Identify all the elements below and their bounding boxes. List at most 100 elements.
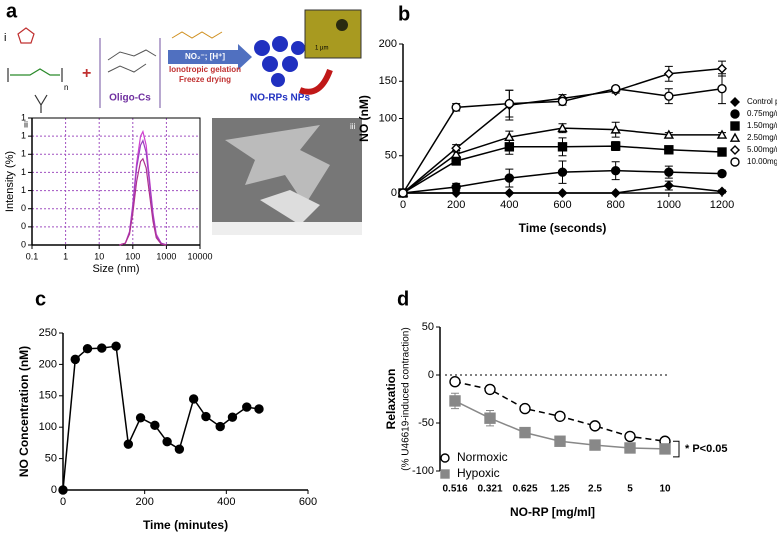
marker [610,165,621,176]
legend-marker [440,469,450,479]
x-tick-label: 10 [94,251,104,261]
x-tick-label: 1000 [657,199,681,211]
marker [398,188,408,198]
marker [610,188,621,198]
y-axis-label: NO Concentration (nM) [17,346,31,477]
marker [123,439,134,449]
marker [664,167,674,177]
panel-letter: a [6,0,18,22]
marker [717,63,727,74]
legend-marker [729,132,741,142]
sem-info-bar [212,222,362,235]
annotation: * P<0.05 [685,443,728,455]
bracket [673,440,680,458]
legend-marker [730,109,740,119]
marker [554,410,566,422]
oligo-label: Oligo-Cs [109,93,151,104]
legend-marker [440,453,450,463]
oligo-structure [99,38,161,108]
marker [504,142,515,152]
y-tick-label: 0 [21,239,26,249]
y-tick-label: 250 [39,327,57,339]
chart: b 0 50 100 150 200 0 200 400 600 800 1000 1200 Time (… [357,3,777,235]
legend-label: 10.00mg/ml [747,157,777,166]
y-tick-label: 200 [379,38,397,50]
x-tick-label: 1 [63,251,68,261]
marker [82,344,93,354]
panel-letter: d [397,288,409,310]
y-tick-label: 0 [428,369,434,381]
y-tick-label: 1 [21,112,26,122]
legend-marker [730,121,740,131]
marker [504,188,515,198]
marker [663,68,674,79]
panel-letter: ii [24,119,28,129]
marker [557,96,568,107]
x-tick-label: 10 [659,484,671,495]
y-tick-label: 100 [39,421,57,433]
legend-label: 0.75mg/ml [747,109,777,118]
x-tick-label: 600 [299,496,317,508]
x-tick-label: 1000 [156,251,176,261]
marker [519,426,531,439]
marker [449,376,461,388]
x-tick-label: 0 [400,199,406,211]
legend-label: 1.50mg/ml [747,121,777,130]
legend-marker [730,145,740,155]
y-tick-label: 50 [45,453,57,465]
x-tick-label: 0.625 [512,484,537,495]
tem-image [304,9,362,59]
chart: ii 0 0 0 1 1 1 1 1 0.1 1 10 100 1000 10000 Size (nm) Int… [4,112,213,275]
y-tick-label: 50 [385,150,397,162]
chart: d 50 0 -50 -100 0.516 0.321 0.625 1.25 2.5 5 10 NO-R… [384,288,727,519]
y-tick-label: 1 [21,185,26,195]
marker [111,341,121,351]
legend-marker [730,97,740,107]
marker [451,143,462,154]
nanoparticles [254,36,305,87]
legend-label: Normoxic [457,450,508,464]
polymer-structure [7,27,63,113]
marker [717,186,727,197]
y-axis-label: NO (nM) [357,95,371,142]
marker [716,129,728,139]
marker [188,394,199,404]
marker [663,129,675,139]
marker [504,173,515,183]
legend-label: Control polymer (5mg/ml) [747,97,777,106]
marker [589,439,601,451]
marker [589,420,601,432]
y-tick-label: 0 [391,187,397,199]
y-tick-label: 150 [39,390,57,402]
marker [624,442,636,454]
x-tick-label: 1200 [710,199,734,211]
marker [557,122,568,133]
y-axis-label: Relaxation [384,369,398,430]
marker [504,98,515,109]
marker [504,131,515,142]
y-tick-label: 200 [39,358,57,370]
sub-label: i [4,32,6,44]
marker [70,354,80,365]
y-tick-label: 0 [21,221,26,231]
product-label: NO-RPs NPs [250,93,310,104]
marker [717,83,727,94]
marker [174,444,185,454]
legend-label: 5.00mg/ml [747,145,777,154]
scale-label: 1 µm [315,46,328,52]
repeat-label: n [64,83,68,92]
y-tick-label: 50 [422,321,434,333]
arrow-head [238,44,252,70]
marker [450,148,462,159]
marker [227,412,238,422]
marker [135,413,146,423]
series-line [119,157,167,246]
marker [610,124,621,134]
y-tick-label: -50 [418,417,434,429]
series-line [119,129,167,246]
step-label: Ionotropic gelation [169,65,241,74]
x-axis-label: Time (seconds) [519,221,607,235]
x-axis-label: Size (nm) [92,263,139,275]
marker [201,411,211,422]
